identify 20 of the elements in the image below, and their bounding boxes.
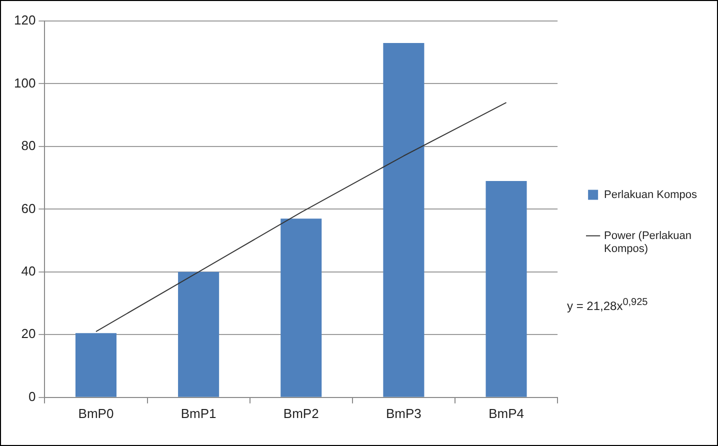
y-tick-label: 80 — [21, 138, 36, 154]
text: y = 21,28x$^{0,925}$ — [567, 297, 648, 313]
y-tick-label: 0 — [28, 388, 36, 404]
legend-label: Perlakuan Kompos — [604, 188, 698, 201]
x-tick-label: BmP3 — [386, 406, 422, 421]
x-tick-label: BmP1 — [180, 406, 216, 421]
y-tick-label: 60 — [21, 200, 36, 216]
bar — [75, 333, 116, 397]
x-tick-label: BmP2 — [283, 406, 319, 421]
y-tick-label: 20 — [21, 326, 36, 342]
bar — [280, 218, 322, 397]
bar — [486, 180, 527, 397]
y-tick-label: 40 — [21, 264, 36, 279]
bar — [383, 42, 424, 397]
x-tick-label: BmP0 — [78, 406, 114, 421]
legend-label: Power (Perlakuan Kompos) — [604, 230, 692, 256]
bar — [178, 272, 220, 397]
y-tick-label: 100 — [14, 75, 36, 90]
y-tick-label: 120 — [14, 12, 36, 28]
x-tick-label: BmP4 — [488, 406, 524, 421]
